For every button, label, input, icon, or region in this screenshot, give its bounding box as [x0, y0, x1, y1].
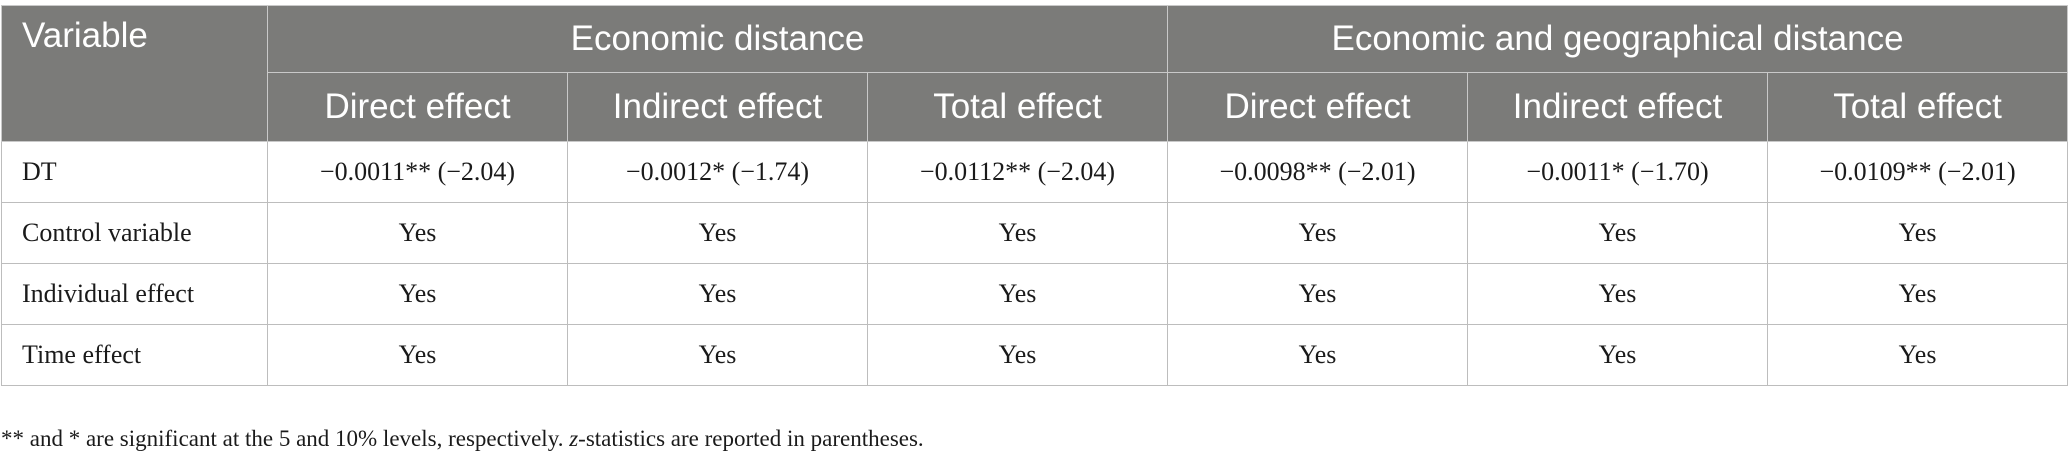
row-label: Control variable: [1, 202, 268, 264]
table-cell: −0.0011* (−1.70): [1467, 141, 1769, 203]
table-cell: Yes: [1467, 324, 1769, 386]
subhead-indirect-effect: Indirect effect: [1467, 72, 1769, 142]
table-footnote: ** and * are significant at the 5 and 10…: [1, 426, 924, 452]
footnote-suffix: -statistics are reported in parentheses.: [578, 426, 924, 451]
spatial-effects-table: Variable Economic distance Economic and …: [1, 5, 2068, 386]
table-cell: Yes: [1767, 324, 2068, 386]
header-group-row: Variable Economic distance Economic and …: [1, 5, 2068, 142]
table-cell: Yes: [267, 324, 568, 386]
table-cell: Yes: [567, 202, 868, 264]
table-cell: Yes: [1767, 263, 2068, 325]
table-cell: Yes: [267, 202, 568, 264]
table-cell: −0.0012* (−1.74): [567, 141, 868, 203]
table-cell: Yes: [1167, 324, 1469, 386]
subhead-indirect-effect: Indirect effect: [567, 72, 868, 142]
table-cell: Yes: [1767, 202, 2068, 264]
table-row: DT −0.0011** (−2.04) −0.0012* (−1.74) −0…: [1, 141, 2068, 203]
table-row: Control variable Yes Yes Yes Yes Yes Yes: [1, 202, 2068, 264]
table-cell: Yes: [1467, 202, 1769, 264]
table-row: Individual effect Yes Yes Yes Yes Yes Ye…: [1, 263, 2068, 325]
table-cell: Yes: [866, 202, 1169, 264]
table-cell: −0.0098** (−2.01): [1167, 141, 1469, 203]
header-subhead-row: Direct effect Indirect effect Total effe…: [2, 72, 2068, 142]
subhead-total-effect: Total effect: [866, 72, 1169, 142]
table-cell: Yes: [1167, 263, 1469, 325]
table-cell: Yes: [1467, 263, 1769, 325]
table-row: Time effect Yes Yes Yes Yes Yes Yes: [1, 324, 2068, 386]
table-cell: Yes: [567, 263, 868, 325]
footnote-italic-z: z: [569, 426, 579, 451]
subhead-total-effect: Total effect: [1767, 72, 2068, 142]
table-header: Variable Economic distance Economic and …: [1, 5, 2068, 142]
footnote-prefix: ** and * are significant at the 5 and 10…: [1, 426, 570, 451]
results-table-container: Variable Economic distance Economic and …: [1, 5, 2068, 386]
subhead-direct-effect: Direct effect: [267, 72, 568, 142]
table-cell: −0.0109** (−2.01): [1767, 141, 2068, 203]
table-body: DT −0.0011** (−2.04) −0.0012* (−1.74) −0…: [1, 141, 2068, 386]
table-cell: −0.0112** (−2.04): [866, 141, 1169, 203]
variable-column-header: Variable: [1, 5, 268, 142]
table-cell: Yes: [567, 324, 868, 386]
row-label: Time effect: [1, 324, 268, 386]
group-header-economic-geographical-distance: Economic and geographical distance: [1167, 5, 2068, 73]
table-cell: Yes: [866, 263, 1169, 325]
row-label: DT: [1, 141, 268, 203]
table-cell: Yes: [866, 324, 1169, 386]
table-cell: Yes: [267, 263, 568, 325]
table-cell: Yes: [1167, 202, 1469, 264]
table-cell: −0.0011** (−2.04): [267, 141, 568, 203]
subhead-direct-effect: Direct effect: [1167, 72, 1469, 142]
row-label: Individual effect: [1, 263, 268, 325]
group-header-economic-distance: Economic distance: [266, 5, 1169, 73]
